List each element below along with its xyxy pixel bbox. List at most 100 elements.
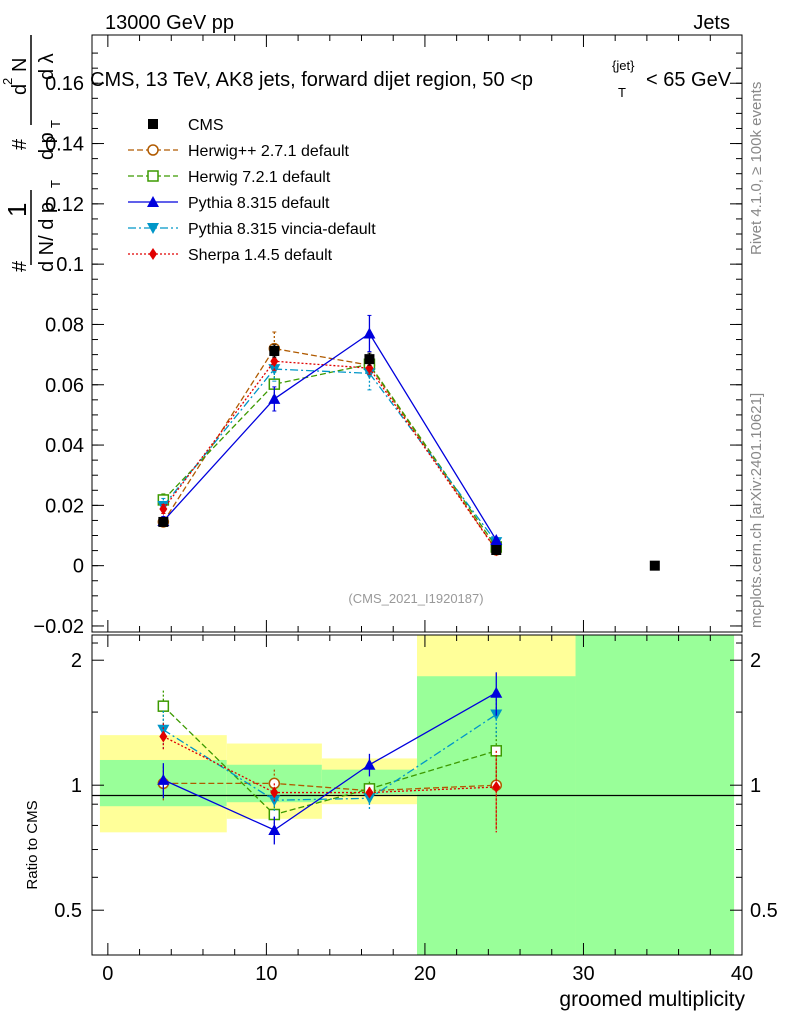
ratio-series-line [162, 713, 497, 801]
legend-marker [149, 248, 157, 260]
data-point [269, 345, 280, 356]
x-axis-label: groomed multiplicity [559, 988, 745, 1011]
ratio-series-line [162, 705, 497, 816]
legend-item: Sherpa 1.4.5 default [128, 247, 333, 264]
header-process: 13000 GeV pp [105, 12, 234, 34]
main-y-tick-label: 0 [73, 556, 84, 578]
main-y-tick-label: 0.12 [45, 194, 84, 216]
data-point [268, 392, 281, 404]
main-plot-frame [91, 34, 743, 633]
legend-label: Herwig++ 2.7.1 default [188, 143, 350, 160]
data-point [491, 544, 502, 555]
data-point [364, 354, 375, 365]
ratio-point [363, 758, 376, 770]
legend-item: Pythia 8.315 default [128, 195, 330, 212]
ratio-y-tick-label-right: 2 [750, 650, 761, 672]
data-point [490, 534, 503, 546]
x-tick-label: 20 [414, 963, 436, 985]
ratio-point [363, 793, 376, 805]
svg-text:d N/ d p: d N/ d p [36, 202, 58, 272]
main-y-tick-label: 0.14 [45, 134, 84, 156]
ratio-ticks: 0.5 0.51 12 20 10 20 30 40 [54, 635, 778, 985]
plot-title: CMS, 13 TeV, AK8 jets, forward dijet reg… [90, 58, 732, 100]
svg-text:T: T [48, 120, 63, 128]
x-tick-label: 0 [102, 963, 113, 985]
ratio-series [157, 672, 503, 845]
svg-text:N: N [9, 58, 31, 72]
main-y-tick-label: 0.1 [56, 254, 84, 276]
series-line [162, 347, 497, 551]
legend-label: Herwig 7.2.1 default [188, 169, 331, 186]
legend-marker [147, 196, 159, 207]
series-0 [158, 344, 660, 571]
data-point [649, 560, 660, 571]
plot-title-superscript: {jet} [612, 58, 635, 73]
ratio-series-line [163, 692, 497, 831]
series-line [162, 332, 497, 541]
main-y-tick-label: 0.08 [45, 314, 84, 336]
data-point [363, 327, 376, 339]
plot-title-subscript: T [618, 85, 626, 100]
legend-marker [147, 223, 159, 234]
svg-text:#: # [9, 138, 31, 150]
svg-text:d p: d p [36, 132, 58, 160]
legend-marker [147, 144, 159, 156]
main-y-tick-label: 0.06 [45, 375, 84, 397]
main-y-axis-label: # 1 d N/ d p T # d p T d 2 N d λ [0, 35, 63, 272]
data-point [158, 516, 169, 527]
ratio-point [492, 781, 501, 794]
header-category: Jets [693, 12, 730, 34]
main-y-tick-label: 0.16 [45, 73, 84, 95]
x-tick-label: 30 [572, 963, 594, 985]
main-series [157, 314, 660, 571]
series-line [162, 363, 497, 548]
legend-item: Herwig 7.2.1 default [128, 169, 331, 186]
plot-title-main: CMS, 13 TeV, AK8 jets, forward dijet reg… [90, 69, 533, 91]
ratio-y-tick-label: 0.5 [54, 900, 82, 922]
series-3 [157, 314, 503, 546]
legend-item: Pythia 8.315 vincia-default [128, 221, 376, 238]
ratio-series-line [163, 782, 497, 792]
analysis-id-watermark: (CMS_2021_I1920187) [348, 591, 483, 606]
svg-text:T: T [48, 180, 63, 188]
ratio-y-tick-label-right: 1 [750, 775, 761, 797]
svg-text:1: 1 [2, 203, 32, 217]
svg-text:d λ: d λ [36, 53, 58, 80]
data-point [270, 355, 279, 368]
ratio-y-tick-label: 1 [71, 775, 82, 797]
legend-label: Pythia 8.315 default [188, 195, 330, 212]
series-2 [157, 357, 503, 553]
ratio-point [270, 786, 279, 799]
ratio-plot-frame [91, 634, 743, 956]
data-point [159, 502, 168, 515]
main-y-tick-label: 0.02 [45, 495, 84, 517]
svg-text:2: 2 [0, 78, 15, 85]
ratio-point [159, 730, 168, 743]
legend-item: CMS [148, 117, 224, 134]
mcplots-label: mcplots.cern.ch [arXiv:2401.10621] [748, 393, 765, 628]
svg-text:#: # [9, 260, 31, 272]
main-y-tick-label: −0.02 [33, 616, 84, 638]
ratio-series-2 [157, 672, 503, 845]
legend-item: Herwig++ 2.7.1 default [128, 143, 350, 160]
legend-label: Sherpa 1.4.5 default [188, 247, 333, 264]
legend-label: Pythia 8.315 vincia-default [188, 221, 376, 238]
ratio-point [157, 724, 170, 736]
legend-marker [147, 170, 159, 182]
x-tick-label: 40 [731, 963, 753, 985]
ratio-point [157, 773, 170, 785]
ratio-y-tick-label: 2 [71, 650, 82, 672]
series-line [162, 368, 497, 543]
main-y-tick-label: 0.04 [45, 435, 84, 457]
ratio-series-4 [159, 723, 501, 833]
ratio-y-axis-label: Ratio to CMS [24, 800, 41, 889]
ratio-point [268, 824, 281, 836]
rivet-version-label: Rivet 4.1.0, ≥ 100k events [748, 82, 765, 255]
series-line [162, 360, 497, 551]
ratio-point [490, 686, 503, 698]
legend-marker [148, 119, 158, 129]
plot-title-end: < 65 GeV [646, 69, 732, 91]
legend-label: CMS [188, 117, 224, 134]
ratio-y-tick-label-right: 0.5 [750, 900, 778, 922]
